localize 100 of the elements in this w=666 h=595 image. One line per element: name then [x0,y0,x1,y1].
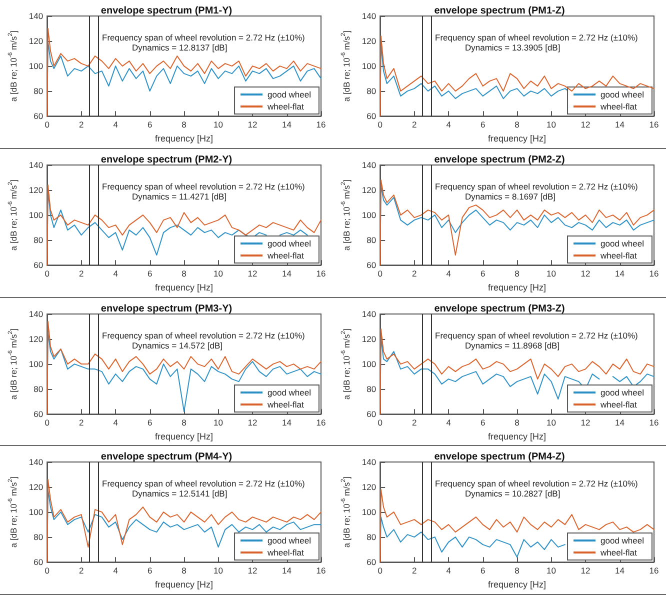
y-tick-label: 140 [28,457,44,468]
y-tick-label: 60 [34,260,44,270]
x-tick-label: 12 [580,417,591,428]
x-tick-label: 16 [649,566,659,576]
x-tick-label: 16 [316,268,326,278]
y-tick-label: 120 [28,36,44,46]
x-tick-label: 4 [113,417,118,428]
x-tick-label: 16 [316,417,326,428]
y-tick-label: 60 [366,260,376,270]
x-tick-label: 4 [113,566,118,576]
y-tick-label: 120 [28,184,44,195]
chart-title: envelope spectrum (PM1-Z) [434,6,565,16]
x-axis-title: frequency [Hz] [155,431,214,441]
y-tick-label: 120 [362,184,376,195]
chart-title: envelope spectrum (PM3-Y) [100,303,232,314]
y-tick-label: 140 [362,457,376,468]
legend-label: wheel-flat [600,102,638,112]
x-tick-label: 6 [480,417,486,428]
y-tick-label: 140 [362,11,376,21]
annotation: Frequency span of wheel revolution = 2.72 Hz (±10%) [102,478,306,489]
legend-label: wheel-flat [266,548,305,558]
x-tick-label: 16 [649,417,659,428]
x-tick-label: 14 [615,417,625,428]
y-tick-label: 60 [366,408,376,419]
x-tick-label: 10 [214,566,224,576]
x-tick-label: 4 [113,268,118,278]
x-tick-label: 14 [615,566,625,576]
y-tick-label: 140 [28,160,44,170]
legend-label: wheel-flat [266,250,305,260]
legend-label: good wheel [268,536,312,546]
annotation: Frequency span of wheel revolution = 2.72 Hz (±10%) [435,181,638,192]
x-tick-label: 16 [649,268,659,278]
annotation: Frequency span of wheel revolution = 2.72 Hz (±10%) [435,478,638,489]
x-tick-label: 6 [147,120,152,130]
y-tick-label: 140 [28,308,44,318]
x-tick-label: 10 [546,566,556,576]
x-tick-label: 6 [480,566,486,576]
annotation: Frequency span of wheel revolution = 2.72 Hz (±10%) [102,181,306,192]
x-tick-label: 2 [78,120,84,130]
x-tick-label: 2 [412,268,417,278]
y-tick-label: 60 [34,557,44,568]
x-tick-label: 4 [113,120,118,130]
chart-title: envelope spectrum (PM2-Y) [100,154,232,166]
annotation: Dynamics = 11.8968 [dB] [465,340,560,350]
legend-label: good wheel [268,387,312,397]
y-tick-label: 80 [366,234,376,245]
x-tick-label: 14 [282,120,292,130]
x-tick-label: 0 [44,417,50,428]
x-tick-label: 4 [446,566,452,576]
y-tick-label: 80 [366,384,376,394]
x-tick-label: 16 [649,120,659,130]
x-tick-label: 6 [147,566,152,576]
legend-label: good wheel [600,387,644,397]
chart-title: envelope spectrum (PM1-Y) [100,6,232,16]
annotation: Dynamics = 11.4271 [dB] [132,191,227,202]
x-axis-title: frequency [Hz] [155,134,214,144]
x-tick-label: 0 [378,120,383,130]
y-tick-label: 120 [28,482,44,492]
y-tick-label: 120 [362,36,376,46]
y-tick-label: 80 [34,384,44,394]
x-tick-label: 6 [147,417,152,428]
x-tick-label: 6 [480,268,486,278]
x-tick-label: 2 [412,417,417,428]
x-tick-label: 8 [182,120,187,130]
x-tick-label: 10 [214,268,224,278]
y-tick-label: 120 [362,334,376,344]
annotation: Dynamics = 12.8137 [dB] [132,42,228,52]
y-tick-label: 120 [362,482,376,492]
x-tick-label: 8 [514,417,520,428]
x-tick-label: 16 [316,566,326,576]
x-tick-label: 10 [214,120,224,130]
y-tick-label: 80 [34,532,44,542]
x-axis-title: frequency [Hz] [155,580,214,590]
chart-title: envelope spectrum (PM4-Y) [100,452,232,463]
x-axis-title: frequency [Hz] [488,282,546,292]
y-tick-label: 80 [366,532,376,542]
x-tick-label: 2 [78,417,84,428]
x-tick-label: 8 [514,120,520,130]
x-tick-label: 12 [580,566,591,576]
y-tick-label: 100 [28,61,44,72]
y-tick-label: 60 [34,111,44,122]
annotation: Frequency span of wheel revolution = 2.72 Hz (±10%) [102,330,306,340]
y-tick-label: 80 [366,86,376,96]
annotation: Dynamics = 8.1697 [dB] [465,191,556,202]
x-tick-label: 4 [446,268,452,278]
x-tick-label: 10 [546,417,556,428]
x-tick-label: 4 [446,120,452,130]
legend-label: good wheel [600,238,644,248]
y-tick-label: 60 [366,557,376,568]
x-tick-label: 16 [316,120,326,130]
x-tick-label: 12 [248,120,258,130]
x-tick-label: 14 [615,268,625,278]
x-tick-label: 6 [147,268,152,278]
y-tick-label: 60 [34,408,44,419]
x-tick-label: 2 [412,566,417,576]
legend-label: wheel-flat [266,399,305,409]
x-tick-label: 2 [78,268,84,278]
x-tick-label: 0 [378,566,383,576]
y-tick-label: 120 [28,334,44,344]
x-tick-label: 8 [182,268,187,278]
